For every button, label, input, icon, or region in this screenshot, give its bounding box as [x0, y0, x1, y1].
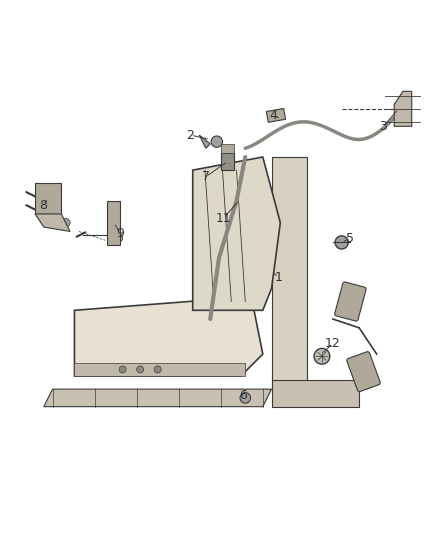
FancyBboxPatch shape	[335, 282, 366, 321]
Text: 8: 8	[39, 199, 47, 212]
Polygon shape	[199, 135, 210, 148]
Circle shape	[240, 393, 251, 403]
Polygon shape	[221, 152, 234, 170]
Circle shape	[347, 307, 354, 314]
Polygon shape	[35, 183, 61, 214]
Text: 1: 1	[274, 271, 282, 284]
FancyBboxPatch shape	[347, 352, 380, 392]
Text: 7: 7	[202, 170, 210, 183]
Text: 5: 5	[346, 231, 354, 245]
Bar	[266, 109, 286, 122]
Text: 4: 4	[270, 109, 278, 122]
Polygon shape	[193, 157, 280, 310]
Text: 12: 12	[325, 337, 341, 350]
Circle shape	[211, 136, 223, 147]
Circle shape	[335, 236, 348, 249]
Text: 11: 11	[215, 212, 231, 225]
Circle shape	[137, 366, 144, 373]
Text: 3: 3	[379, 120, 387, 133]
Polygon shape	[272, 157, 307, 389]
Polygon shape	[35, 214, 70, 231]
Polygon shape	[107, 201, 120, 245]
Circle shape	[314, 349, 330, 364]
Circle shape	[360, 377, 367, 384]
Text: 9: 9	[117, 227, 124, 240]
Polygon shape	[44, 389, 272, 407]
Circle shape	[119, 366, 126, 373]
Polygon shape	[74, 363, 245, 376]
Polygon shape	[272, 381, 359, 407]
Polygon shape	[221, 144, 234, 152]
Polygon shape	[74, 297, 263, 376]
Polygon shape	[394, 91, 412, 126]
Circle shape	[154, 366, 161, 373]
Text: 2: 2	[187, 128, 194, 142]
Text: 6: 6	[239, 389, 247, 402]
Circle shape	[114, 233, 123, 243]
Circle shape	[61, 219, 70, 227]
